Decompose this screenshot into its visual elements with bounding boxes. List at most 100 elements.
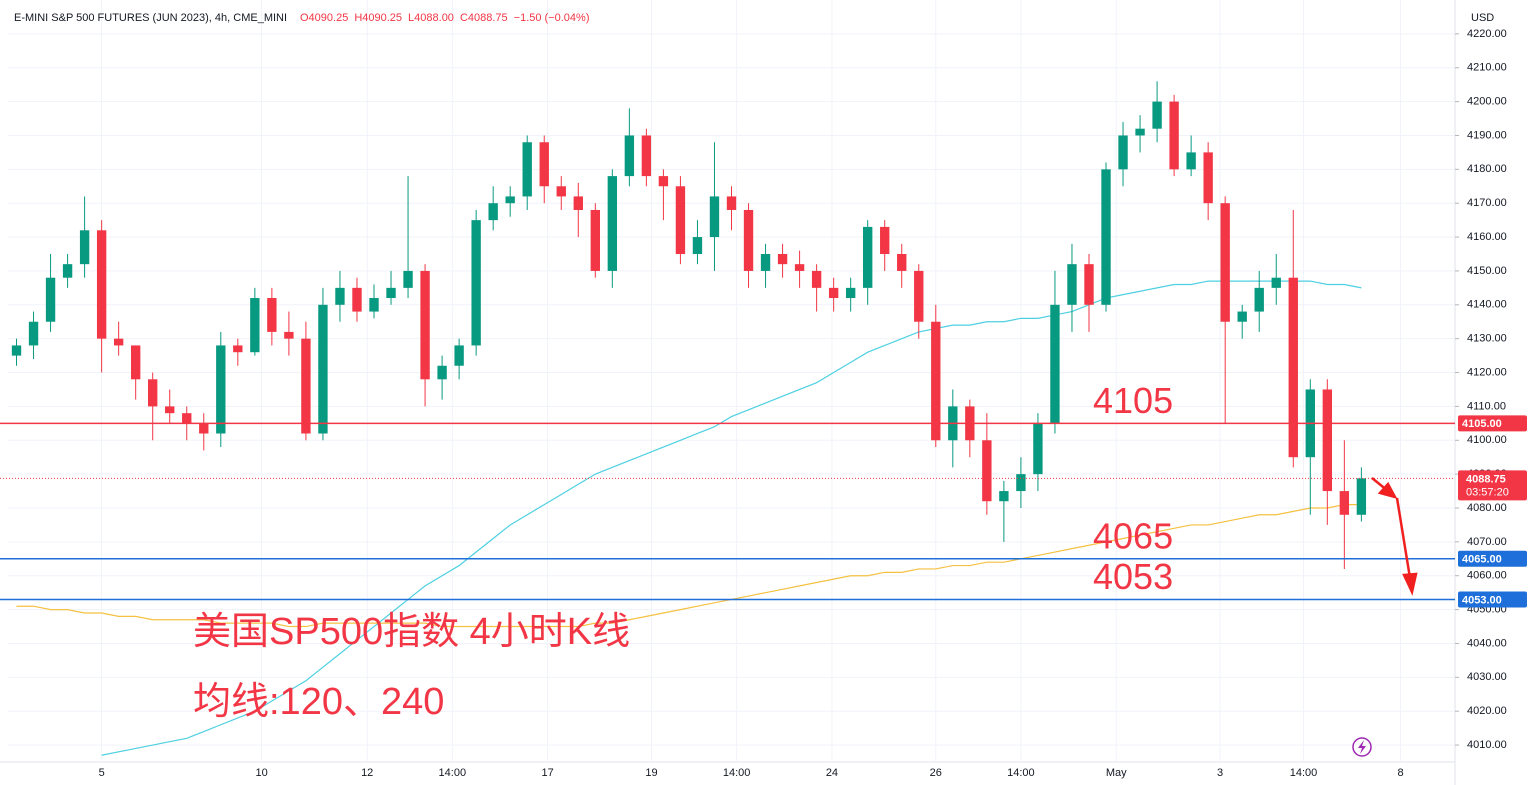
level-annotation: 4105: [1093, 380, 1173, 421]
candle-body: [1271, 277, 1281, 288]
x-tick-label: 10: [256, 767, 268, 779]
candle-body: [1322, 389, 1333, 492]
y-tick-label: 4120.00: [1467, 366, 1507, 378]
x-tick-label: 19: [645, 767, 657, 779]
y-tick-label: 4070.00: [1467, 536, 1507, 548]
candle-body: [1016, 474, 1026, 492]
candle-body: [437, 365, 447, 380]
candle-body: [845, 287, 856, 299]
candle-body: [590, 209, 600, 271]
countdown: 03:57:20: [1466, 486, 1509, 498]
candle-body: [641, 135, 652, 177]
y-tick-label: 4200.00: [1467, 96, 1507, 108]
last-price-box: [1458, 470, 1527, 501]
level-label-box: [1458, 415, 1527, 432]
candle-body: [301, 338, 311, 434]
level-label-box: [1458, 550, 1527, 567]
candle-body: [352, 287, 362, 312]
y-tick-label: 4060.00: [1467, 570, 1507, 582]
candle-body: [777, 254, 788, 265]
candle-body: [522, 142, 532, 197]
y-tick-label: 4190.00: [1467, 129, 1507, 141]
candle-body: [1356, 478, 1367, 515]
candle-body: [692, 237, 703, 254]
candle-body: [1067, 264, 1077, 305]
candle-body: [11, 345, 22, 356]
annotation: 均线:120、240: [193, 681, 444, 723]
candle-body: [471, 220, 481, 346]
candle-body: [914, 270, 924, 322]
candle-body: [488, 203, 498, 221]
ohlc-value: −1.50 (−0.04%): [514, 12, 590, 24]
x-tick-label: 5: [99, 767, 105, 779]
x-tick-label: 8: [1397, 767, 1403, 779]
candle-body: [62, 264, 73, 278]
x-tick-label: 17: [542, 767, 554, 779]
candle-body: [811, 270, 822, 288]
candle-body: [216, 345, 226, 434]
candle-body: [1050, 304, 1060, 424]
y-tick-label: 4170.00: [1467, 197, 1507, 209]
candle-body: [165, 406, 175, 414]
candle-body: [573, 196, 583, 210]
candle-body: [1169, 101, 1179, 170]
level-label-box: [1458, 591, 1527, 608]
candle-body: [182, 413, 192, 424]
candle-body: [335, 287, 345, 305]
x-tick-label: 12: [361, 767, 373, 779]
candle-body: [897, 254, 907, 271]
level-label: 4105.00: [1462, 418, 1502, 430]
x-tick-label: May: [1106, 767, 1127, 779]
candle-body: [130, 345, 141, 380]
candle-body: [199, 423, 209, 434]
candle-body: [45, 277, 56, 322]
y-tick-label: 4040.00: [1467, 637, 1507, 649]
candle-body: [999, 491, 1009, 502]
x-tick-label: 14:00: [439, 767, 467, 779]
x-tick-label: 24: [826, 767, 838, 779]
candle-body: [250, 298, 260, 353]
candle-body: [1118, 135, 1128, 170]
candle-body: [1135, 128, 1145, 136]
x-tick-label: 14:00: [1007, 767, 1035, 779]
candle-body: [982, 440, 992, 502]
x-tick-label: 14:00: [723, 767, 751, 779]
candle-body: [624, 135, 635, 177]
candle-body: [1152, 101, 1162, 129]
y-tick-label: 4130.00: [1467, 333, 1507, 345]
candle-body: [369, 298, 379, 312]
candle-body: [760, 254, 771, 271]
x-tick-label: 3: [1217, 767, 1223, 779]
candle-body: [880, 226, 890, 254]
moving-average-line: [101, 280, 1362, 756]
y-tick-label: 4100.00: [1467, 434, 1507, 446]
candle-body: [79, 230, 90, 265]
ohlc-value: L4088.00: [408, 12, 454, 24]
level-annotation: 4053: [1093, 556, 1173, 597]
candle-body: [863, 226, 873, 288]
candle-body: [1254, 287, 1264, 312]
ohlc-value: C4088.75: [460, 12, 508, 24]
y-tick-label: 4220.00: [1467, 28, 1507, 40]
last-price-label: 4088.75: [1466, 473, 1506, 485]
candle-body: [539, 142, 549, 187]
ohlc-value: O4090.25: [300, 12, 348, 24]
candle-body: [675, 186, 686, 254]
annotation: 美国SP500指数 4小时K线: [193, 611, 630, 653]
candle-body: [1237, 311, 1247, 322]
y-tick-label: 4080.00: [1467, 502, 1507, 514]
y-tick-label: 4150.00: [1467, 265, 1507, 277]
candle-body: [556, 186, 566, 197]
candle-body: [1288, 277, 1298, 458]
lightning-icon[interactable]: [1352, 737, 1372, 757]
candle-body: [794, 264, 805, 271]
candle-body: [420, 270, 430, 380]
x-tick-label: 14:00: [1290, 767, 1318, 779]
y-tick-label: 4110.00: [1467, 400, 1506, 412]
candle-body: [743, 209, 754, 271]
candle-body: [1101, 169, 1111, 305]
level-label: 4065.00: [1462, 554, 1502, 566]
candle-body: [1339, 491, 1350, 515]
